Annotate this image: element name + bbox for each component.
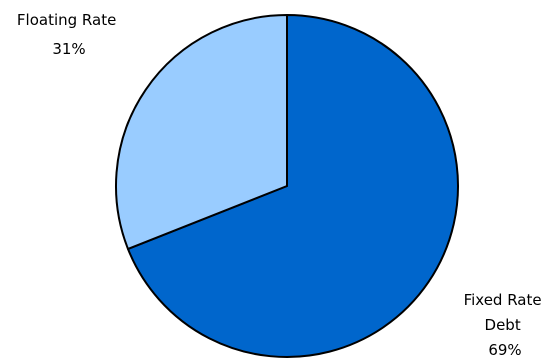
- slice-label-floating: Floating Rate 31%: [17, 11, 121, 58]
- slice-label-fixed: Fixed Rate Debt 69%: [464, 291, 547, 359]
- pie-slices: [116, 15, 458, 357]
